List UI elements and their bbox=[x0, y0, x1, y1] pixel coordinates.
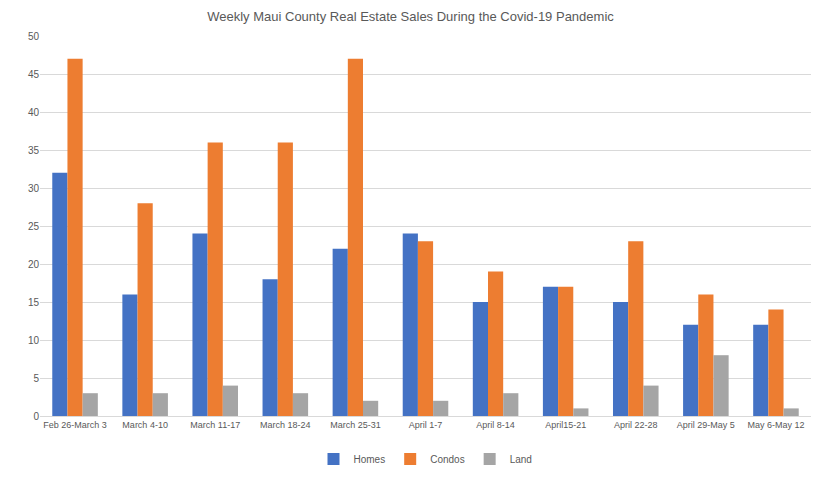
svg-text:10: 10 bbox=[28, 335, 40, 346]
svg-text:May 6-May 12: May 6-May 12 bbox=[747, 420, 804, 430]
svg-text:March 11-17: March 11-17 bbox=[190, 420, 240, 430]
svg-text:April 1-7: April 1-7 bbox=[409, 420, 443, 430]
svg-text:25: 25 bbox=[28, 221, 40, 232]
svg-text:45: 45 bbox=[28, 69, 40, 80]
svg-text:March 18-24: March 18-24 bbox=[260, 420, 311, 430]
svg-text:April 22-28: April 22-28 bbox=[614, 420, 658, 430]
svg-text:5: 5 bbox=[33, 373, 39, 384]
svg-text:April15-21: April15-21 bbox=[545, 420, 586, 430]
svg-text:40: 40 bbox=[28, 107, 40, 118]
svg-text:15: 15 bbox=[28, 297, 40, 308]
svg-text:Homes: Homes bbox=[354, 454, 386, 465]
svg-text:50: 50 bbox=[28, 31, 40, 42]
svg-text:Condos: Condos bbox=[430, 454, 464, 465]
svg-text:March 25-31: March 25-31 bbox=[330, 420, 381, 430]
svg-text:Land: Land bbox=[510, 454, 532, 465]
svg-text:0: 0 bbox=[33, 411, 39, 422]
svg-text:April 29-May 5: April 29-May 5 bbox=[677, 420, 735, 430]
svg-text:April 8-14: April 8-14 bbox=[476, 420, 515, 430]
svg-text:March 4-10: March 4-10 bbox=[122, 420, 168, 430]
svg-text:35: 35 bbox=[28, 145, 40, 156]
svg-text:Feb 26-March 3: Feb 26-March 3 bbox=[43, 420, 107, 430]
svg-text:Weekly Maui County Real Estate: Weekly Maui County Real Estate Sales Dur… bbox=[207, 9, 614, 24]
svg-text:20: 20 bbox=[28, 259, 40, 270]
svg-text:30: 30 bbox=[28, 183, 40, 194]
